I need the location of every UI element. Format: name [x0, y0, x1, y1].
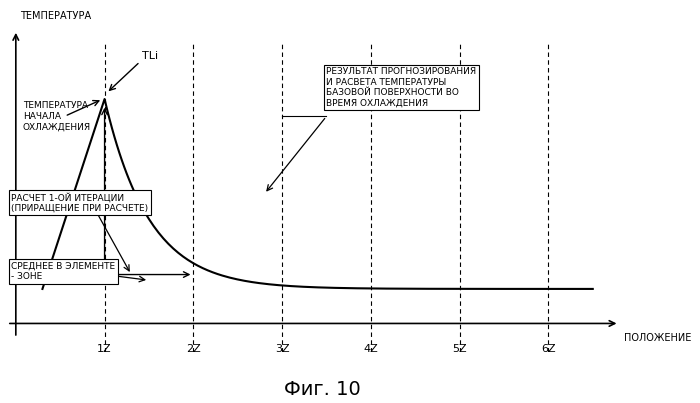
Text: РЕЗУЛЬТАТ ПРОГНОЗИРОВАНИЯ
И РАСВЕТА ТЕМПЕРАТУРЫ
БАЗОВОЙ ПОВЕРХНОСТИ ВО
ВРЕМЯ ОХЛ: РЕЗУЛЬТАТ ПРОГНОЗИРОВАНИЯ И РАСВЕТА ТЕМП…: [326, 67, 477, 108]
Text: ПОЛОЖЕНИЕ: ПОЛОЖЕНИЕ: [624, 333, 691, 343]
Text: СРЕДНЕЕ В ЭЛЕМЕНТЕ
- ЗОНЕ: СРЕДНЕЕ В ЭЛЕМЕНТЕ - ЗОНЕ: [11, 262, 116, 281]
Text: 6Z: 6Z: [541, 344, 556, 353]
Text: 2Z: 2Z: [186, 344, 201, 353]
Text: 3Z: 3Z: [275, 344, 289, 353]
Text: ТЕМПЕРАТУРА: ТЕМПЕРАТУРА: [20, 11, 92, 21]
Text: 4Z: 4Z: [363, 344, 378, 353]
Text: РАСЧЕТ 1-ОЙ ИТЕРАЦИИ
(ПРИРАЩЕНИЕ ПРИ РАСЧЕТЕ): РАСЧЕТ 1-ОЙ ИТЕРАЦИИ (ПРИРАЩЕНИЕ ПРИ РАС…: [11, 193, 148, 213]
Text: ТЕМПЕРАТУРА
НАЧАЛА
ОХЛАЖДЕНИЯ: ТЕМПЕРАТУРА НАЧАЛА ОХЛАЖДЕНИЯ: [23, 102, 91, 131]
Text: 5Z: 5Z: [452, 344, 467, 353]
Text: TLi: TLi: [142, 51, 158, 61]
Text: Фиг. 10: Фиг. 10: [284, 380, 360, 399]
Text: 1Z: 1Z: [97, 344, 112, 353]
